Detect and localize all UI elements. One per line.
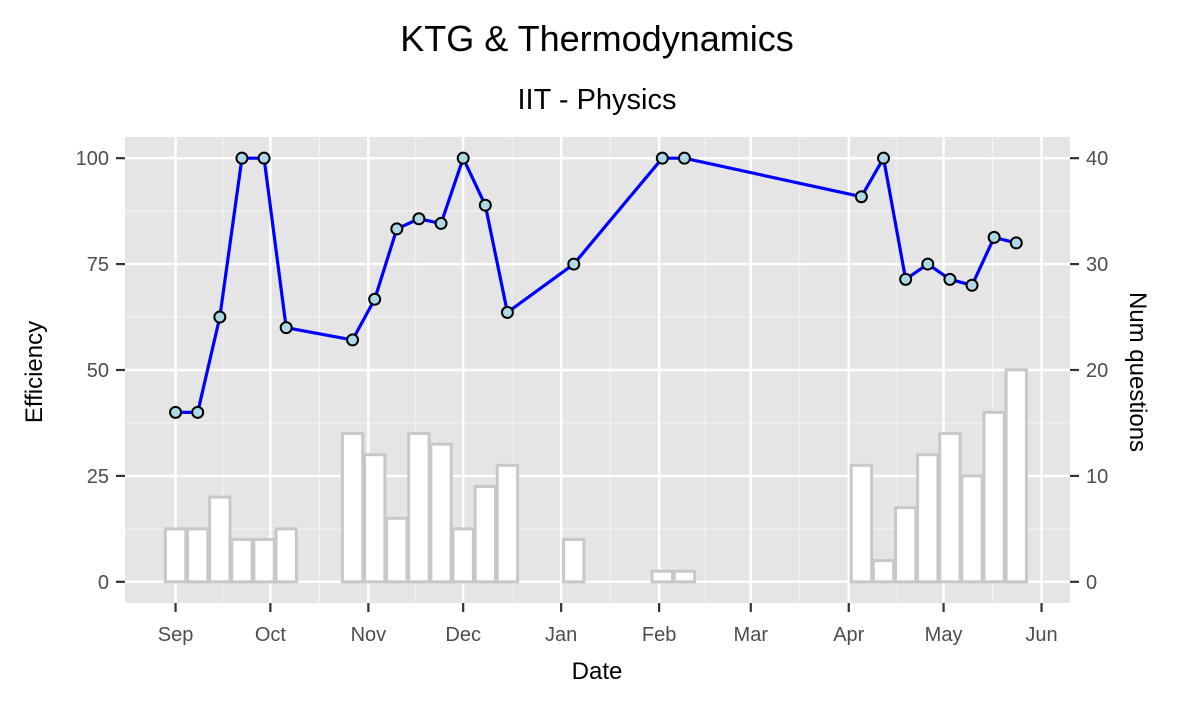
efficiency-points [169, 151, 1023, 419]
x-tick-label: Oct [255, 624, 287, 646]
efficiency-point [346, 333, 360, 347]
x-axis-title: Date [572, 658, 623, 685]
x-tick-label: Mar [734, 624, 769, 646]
efficiency-point [368, 292, 382, 306]
efficiency-point [500, 305, 514, 319]
num-questions-bar [562, 537, 586, 584]
num-questions-bar [938, 432, 962, 584]
y2-tick-label: 40 [1086, 148, 1108, 170]
x-tick-label: Nov [351, 624, 387, 646]
num-questions-bar [916, 453, 940, 584]
num-questions-bar [340, 432, 365, 584]
efficiency-point [899, 272, 913, 286]
x-tick-label: Jun [1025, 624, 1057, 646]
efficiency-point [921, 257, 935, 271]
efficiency-point [257, 151, 271, 165]
efficiency-point [877, 151, 891, 165]
efficiency-point [412, 212, 426, 226]
efficiency-point [235, 151, 249, 165]
num-questions-bar [871, 559, 896, 584]
num-questions-bar [274, 527, 298, 584]
x-tick-label: Jan [545, 624, 577, 646]
num-questions-bars [163, 368, 1028, 584]
num-questions-bar [960, 474, 984, 584]
num-questions-bar [650, 569, 674, 584]
num-questions-bar [385, 516, 409, 584]
num-questions-bar [163, 527, 188, 584]
efficiency-point [677, 151, 691, 165]
efficiency-point [169, 405, 183, 419]
efficiency-point [943, 272, 957, 286]
efficiency-point [987, 230, 1001, 244]
secondary-y-axis-title: Num questions [1124, 292, 1151, 452]
y-axis-title: Efficiency [21, 321, 48, 423]
num-questions-bar [363, 453, 387, 584]
num-questions-bar [495, 463, 520, 584]
plot-panel [125, 137, 1070, 603]
num-questions-bar [208, 495, 232, 584]
efficiency-point [434, 216, 448, 230]
num-questions-bar [451, 527, 475, 584]
num-questions-bar [473, 485, 497, 584]
y2-tick-label: 20 [1086, 360, 1108, 382]
efficiency-point [390, 222, 404, 236]
efficiency-point [213, 310, 227, 324]
num-questions-bar [1004, 368, 1028, 584]
x-tick-label: Feb [642, 624, 676, 646]
num-questions-bar [982, 410, 1006, 584]
num-questions-bar [230, 537, 254, 584]
y-tick-label: 25 [87, 466, 109, 488]
efficiency-point [655, 151, 669, 165]
axes: 0 25 50 75 100 0 10 20 30 40 Sep Oct Nov Dec Jan Feb Mar… [76, 148, 1109, 646]
efficiency-point [279, 321, 293, 335]
x-tick-label: Dec [445, 624, 481, 646]
x-tick-label: Apr [833, 624, 864, 646]
num-questions-bar [252, 537, 276, 584]
num-questions-bar [407, 432, 431, 584]
num-questions-bar [672, 569, 697, 584]
efficiency-point [478, 198, 492, 212]
num-questions-bar [893, 506, 918, 584]
x-tick-label: Sep [158, 624, 194, 646]
num-questions-bar [849, 463, 874, 584]
y-tick-label: 50 [87, 360, 109, 382]
y-tick-label: 75 [87, 254, 109, 276]
chart-subtitle: IIT - Physics [518, 84, 677, 116]
num-questions-bar [429, 442, 453, 584]
efficiency-point [1009, 236, 1023, 250]
y-tick-label: 100 [76, 148, 109, 170]
y2-tick-label: 0 [1086, 572, 1097, 594]
efficiency-point [567, 257, 581, 271]
efficiency-point [191, 405, 205, 419]
y-tick-label: 0 [98, 572, 109, 594]
efficiency-point [854, 190, 868, 204]
x-tick-label: May [925, 624, 963, 646]
efficiency-point [965, 278, 979, 292]
num-questions-bar [186, 527, 210, 584]
chart-title: KTG & Thermodynamics [400, 18, 793, 59]
efficiency-point [456, 151, 470, 165]
y2-tick-label: 10 [1086, 466, 1108, 488]
y2-tick-label: 30 [1086, 254, 1108, 276]
